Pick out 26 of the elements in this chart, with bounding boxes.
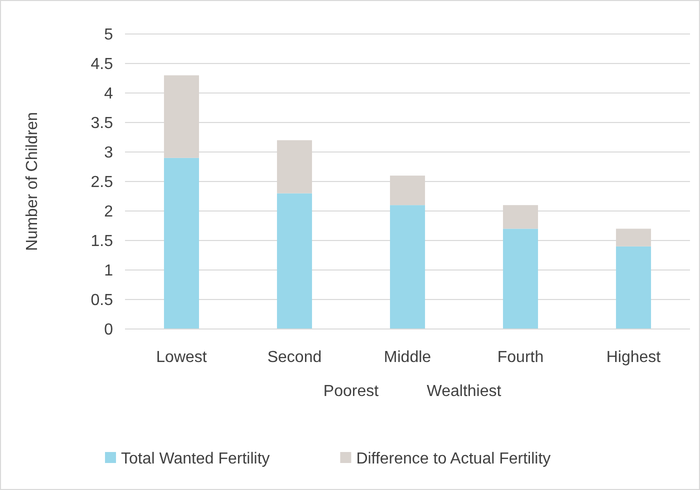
bar [616,246,652,329]
y-tick-label: 2 [104,204,114,221]
text: Poorest [323,383,380,400]
text: Wealthiest [426,383,502,400]
y-tick-label: 0 [104,322,114,339]
bar [164,158,200,329]
y-tick-label: 4.5 [90,56,114,74]
bar [502,228,538,329]
y-tick-label: 2.5 [90,174,114,192]
y-tick-label: 1 [104,262,114,280]
y-tick-label: 0.5 [90,292,114,310]
x-tick-label: Lowest [156,349,208,366]
legend-label: Total Wanted Fertility [121,450,270,468]
y-tick-label: 3 [104,144,114,162]
y-tick-label: 1.5 [90,233,114,250]
y-tick-label: 4 [104,86,114,103]
x-tick-label: Middle [384,349,432,366]
x-tick-label: Fourth [497,349,544,366]
bar [276,193,312,329]
y-tick-label: 5 [104,26,114,44]
y-axis-title: Number of Children [24,112,41,251]
y-tick-label: 3.5 [90,115,114,132]
x-tick-label: Highest [606,349,662,366]
bar [390,205,426,329]
x-tick-label: Second [267,349,322,366]
legend-label: Difference to Actual Fertility [356,450,551,468]
